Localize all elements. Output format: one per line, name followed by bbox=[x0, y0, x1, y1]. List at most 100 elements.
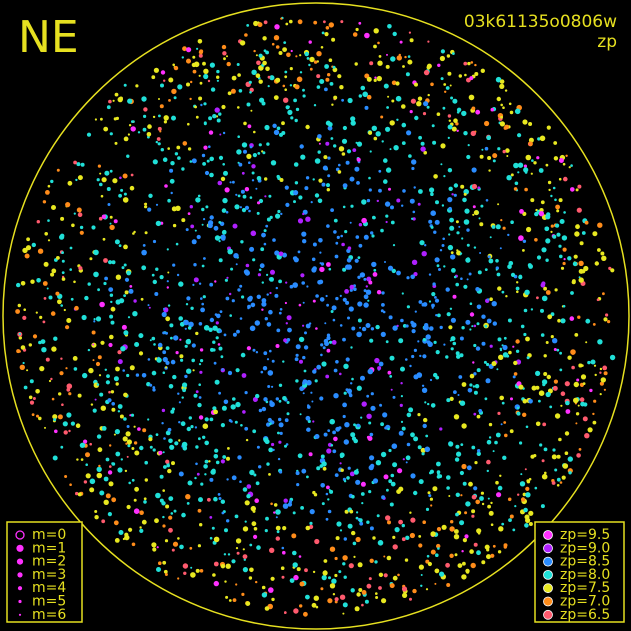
star bbox=[425, 334, 431, 340]
star bbox=[427, 491, 431, 495]
star bbox=[172, 63, 175, 67]
star bbox=[465, 257, 471, 263]
star bbox=[169, 444, 175, 450]
star bbox=[106, 187, 111, 191]
star bbox=[508, 518, 512, 522]
star bbox=[522, 119, 528, 125]
star bbox=[42, 200, 47, 204]
star bbox=[430, 403, 436, 408]
star bbox=[506, 155, 509, 157]
star bbox=[427, 40, 430, 43]
star bbox=[134, 450, 140, 456]
star bbox=[302, 392, 305, 395]
star bbox=[525, 154, 532, 161]
star bbox=[68, 429, 71, 433]
star bbox=[97, 355, 102, 360]
star bbox=[319, 251, 322, 254]
star bbox=[286, 315, 292, 321]
star bbox=[193, 277, 199, 283]
star bbox=[305, 124, 310, 130]
star bbox=[488, 422, 493, 427]
star bbox=[365, 323, 371, 328]
star bbox=[499, 79, 505, 84]
star bbox=[562, 463, 569, 469]
star bbox=[311, 602, 317, 608]
star bbox=[226, 456, 230, 461]
star bbox=[271, 42, 275, 46]
star bbox=[264, 124, 270, 131]
star bbox=[178, 421, 181, 424]
star bbox=[423, 150, 428, 155]
star bbox=[123, 330, 129, 336]
star bbox=[552, 448, 556, 452]
star bbox=[285, 322, 288, 325]
star bbox=[373, 28, 379, 34]
star bbox=[156, 357, 162, 363]
star bbox=[157, 142, 161, 146]
star bbox=[232, 598, 237, 602]
star bbox=[526, 479, 530, 483]
star bbox=[390, 473, 395, 478]
star bbox=[75, 491, 79, 496]
star bbox=[467, 144, 470, 147]
star bbox=[165, 459, 170, 464]
frame-id: 03k61135o0806w bbox=[464, 12, 617, 32]
star bbox=[504, 124, 510, 130]
star bbox=[85, 452, 90, 458]
star bbox=[517, 171, 520, 174]
star bbox=[486, 439, 492, 445]
star bbox=[37, 248, 44, 254]
star bbox=[94, 118, 97, 121]
star bbox=[383, 179, 388, 184]
star bbox=[275, 536, 280, 541]
magnitude-marker bbox=[16, 544, 24, 552]
star bbox=[325, 374, 330, 379]
star bbox=[361, 603, 364, 607]
star bbox=[302, 355, 306, 360]
star bbox=[326, 333, 331, 337]
star bbox=[392, 544, 398, 550]
star bbox=[261, 101, 266, 106]
star bbox=[249, 87, 254, 93]
star bbox=[194, 229, 197, 232]
star bbox=[433, 372, 438, 378]
star bbox=[363, 277, 367, 281]
star bbox=[334, 254, 339, 259]
star bbox=[385, 126, 391, 132]
star bbox=[117, 404, 123, 409]
star bbox=[302, 239, 307, 244]
star bbox=[195, 331, 199, 336]
star bbox=[108, 287, 114, 292]
star bbox=[280, 17, 283, 20]
star bbox=[325, 517, 329, 521]
star bbox=[205, 205, 209, 209]
star bbox=[196, 472, 200, 476]
star bbox=[536, 255, 542, 260]
star bbox=[189, 546, 193, 550]
star bbox=[244, 391, 248, 395]
star bbox=[298, 555, 302, 558]
star bbox=[434, 568, 440, 574]
star bbox=[489, 344, 493, 348]
star bbox=[516, 290, 519, 294]
star bbox=[141, 373, 147, 378]
star bbox=[156, 567, 161, 572]
star bbox=[520, 497, 526, 502]
star bbox=[533, 454, 537, 458]
star bbox=[473, 324, 477, 328]
star bbox=[280, 566, 285, 570]
star bbox=[18, 332, 21, 336]
star bbox=[170, 336, 173, 340]
star bbox=[302, 301, 305, 304]
star bbox=[329, 583, 336, 589]
star bbox=[283, 97, 289, 103]
star bbox=[507, 497, 512, 502]
star bbox=[439, 55, 445, 62]
star bbox=[266, 293, 269, 296]
star bbox=[234, 420, 238, 424]
star bbox=[273, 503, 278, 507]
star bbox=[431, 292, 436, 297]
star bbox=[72, 356, 78, 361]
star bbox=[60, 357, 63, 360]
star bbox=[480, 68, 485, 74]
